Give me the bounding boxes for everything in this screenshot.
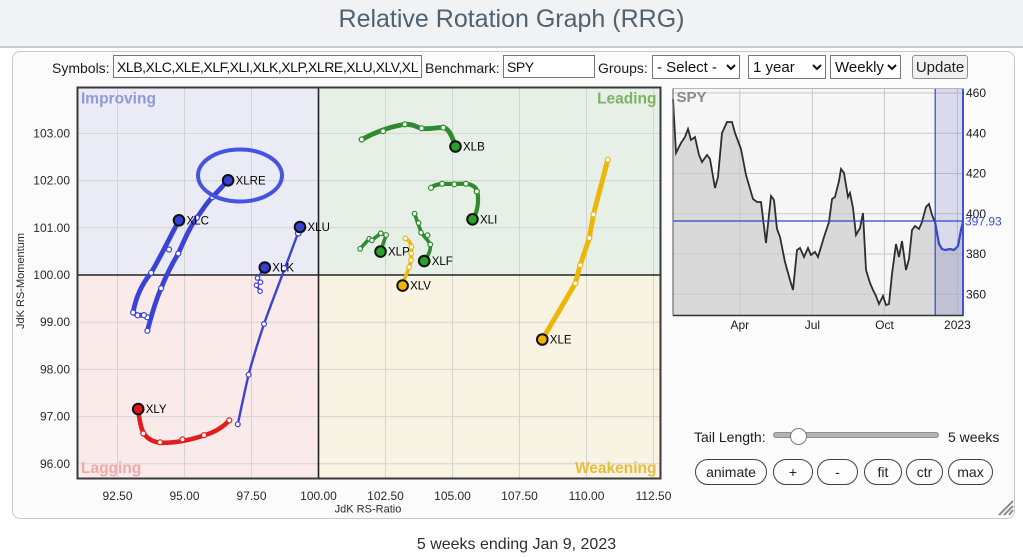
svg-text:98.00: 98.00	[40, 362, 70, 376]
svg-text:XLY: XLY	[146, 404, 167, 416]
svg-text:110.00: 110.00	[569, 489, 605, 503]
svg-text:Jul: Jul	[805, 318, 820, 332]
svg-text:420: 420	[966, 167, 986, 181]
svg-text:397.93: 397.93	[965, 215, 1002, 229]
svg-text:99.00: 99.00	[40, 315, 70, 329]
svg-text:460: 460	[966, 86, 986, 100]
svg-text:97.50: 97.50	[236, 489, 266, 503]
svg-text:400: 400	[966, 207, 986, 221]
svg-text:XLF: XLF	[432, 256, 453, 268]
svg-text:105.00: 105.00	[434, 489, 471, 503]
svg-text:XLP: XLP	[388, 247, 410, 259]
svg-text:XLV: XLV	[410, 281, 431, 293]
svg-text:Weakening: Weakening	[575, 460, 657, 477]
svg-text:JdK RS-Ratio: JdK RS-Ratio	[335, 504, 402, 516]
svg-text:2023: 2023	[944, 318, 971, 332]
svg-text:SPY: SPY	[677, 89, 707, 106]
svg-text:112.50: 112.50	[636, 489, 672, 503]
svg-text:102.50: 102.50	[367, 489, 404, 503]
svg-text:100.00: 100.00	[300, 489, 337, 503]
svg-text:360: 360	[966, 287, 986, 301]
svg-text:XLE: XLE	[550, 335, 572, 347]
svg-text:XLU: XLU	[308, 222, 330, 234]
svg-text:XLK: XLK	[272, 263, 294, 275]
svg-text:JdK RS-Momentum: JdK RS-Momentum	[15, 233, 27, 329]
svg-text:380: 380	[966, 247, 986, 261]
svg-text:Improving: Improving	[81, 91, 156, 108]
svg-text:101.00: 101.00	[33, 221, 70, 235]
svg-text:100.00: 100.00	[33, 268, 70, 282]
svg-text:Apr: Apr	[730, 318, 749, 332]
svg-text:XLRE: XLRE	[236, 175, 266, 187]
svg-text:XLI: XLI	[480, 214, 497, 226]
svg-text:92.50: 92.50	[102, 489, 132, 503]
svg-text:XLB: XLB	[463, 142, 485, 154]
svg-text:XLC: XLC	[187, 215, 209, 227]
svg-text:102.00: 102.00	[33, 174, 70, 188]
svg-text:Leading: Leading	[597, 91, 656, 108]
svg-text:97.00: 97.00	[40, 410, 70, 424]
svg-text:107.50: 107.50	[501, 489, 538, 503]
svg-text:95.00: 95.00	[169, 489, 199, 503]
svg-text:Oct: Oct	[875, 318, 894, 332]
svg-text:440: 440	[966, 126, 986, 140]
svg-text:103.00: 103.00	[33, 126, 70, 140]
svg-text:96.00: 96.00	[40, 457, 70, 471]
svg-text:Lagging: Lagging	[81, 460, 141, 477]
